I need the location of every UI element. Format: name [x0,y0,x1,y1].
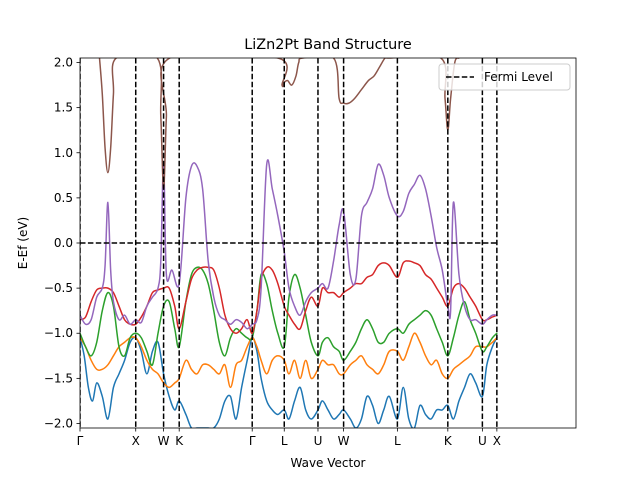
y-tick-label: −1.5 [44,371,73,385]
band-line-3 [80,266,498,367]
chart-title: LiZn2Pt Band Structure [244,37,412,53]
x-tick-label: U [478,434,487,448]
x-tick-label: W [158,434,170,448]
axis-ticks-layer: Γ X W K Γ L U W L K U X−2.0−1.5−1.0−0.50.00.51.01.5… [44,56,501,448]
y-tick-label: 0.0 [54,236,73,250]
x-tick-label: K [444,434,453,448]
y-axis-label: E-Ef (eV) [16,217,30,270]
x-tick-label: L [394,434,401,448]
x-tick-label: L [281,434,288,448]
y-tick-label: −0.5 [44,281,73,295]
y-tick-label: −2.0 [44,416,73,430]
band-line-6 [98,58,460,190]
plot-lines-layer [80,58,498,428]
y-tick-label: 1.0 [54,146,73,160]
legend-fermi-label: Fermi Level [484,70,553,84]
x-tick-label: X [132,434,140,448]
y-tick-label: −1.0 [44,326,73,340]
x-tick-label: Γ [77,434,84,448]
x-tick-label: Γ [249,434,256,448]
legend-box [438,63,571,91]
y-tick-label: 0.5 [54,191,73,205]
x-tick-label: X [493,434,501,448]
legend: Fermi Level [438,63,571,91]
band-line-5 [80,159,498,330]
band-line-4 [80,260,498,334]
band-line-2 [80,332,498,389]
y-tick-label: 1.5 [54,101,73,115]
y-tick-label: 2.0 [54,56,73,70]
x-tick-label: K [175,434,184,448]
x-axis-label: Wave Vector [291,456,366,470]
x-tick-label: U [314,434,323,448]
x-tick-label: W [338,434,350,448]
